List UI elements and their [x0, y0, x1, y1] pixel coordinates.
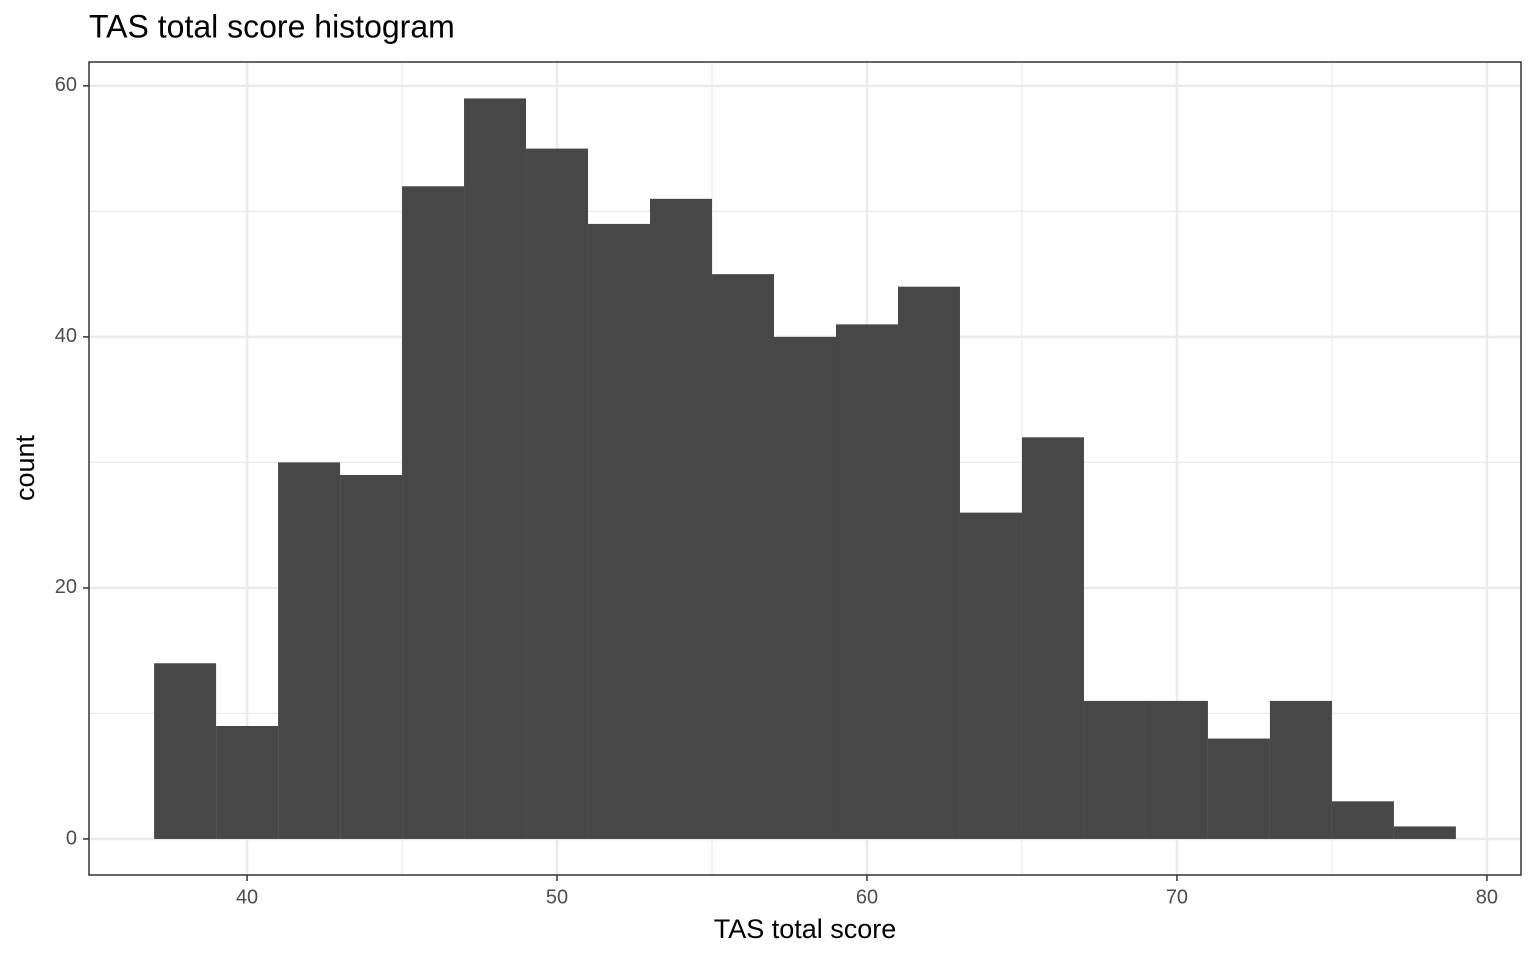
y-axis-label: count: [10, 434, 40, 501]
bar: [712, 274, 775, 839]
bar: [1145, 700, 1208, 839]
bar: [1021, 437, 1084, 839]
bar: [774, 336, 836, 839]
x-tick-label: 70: [1166, 886, 1188, 908]
y-tick-label: 40: [55, 325, 77, 347]
x-tick-label: 80: [1476, 886, 1498, 908]
bar: [959, 512, 1022, 839]
y-tick-label: 0: [66, 827, 77, 849]
y-tick-label: 60: [55, 74, 77, 96]
bar: [402, 186, 465, 839]
bar: [464, 98, 527, 839]
chart-title: TAS total score histogram: [89, 8, 455, 44]
bar: [897, 286, 960, 839]
bar: [1207, 738, 1270, 839]
bar: [650, 198, 713, 839]
x-tick-label: 40: [236, 886, 258, 908]
x-tick-label: 50: [546, 886, 568, 908]
x-axis-label: TAS total score: [714, 914, 897, 944]
bar: [1331, 801, 1394, 839]
bar: [588, 223, 651, 839]
y-tick-label: 20: [55, 576, 77, 598]
bar: [278, 462, 341, 839]
bar: [526, 148, 589, 839]
bar: [154, 663, 217, 839]
bar: [835, 324, 898, 839]
bar: [340, 474, 403, 839]
bar: [1083, 700, 1146, 839]
bar: [1269, 700, 1332, 839]
bar: [216, 726, 279, 839]
panel-border: [88, 61, 1522, 876]
x-tick-label: 60: [856, 886, 878, 908]
bar: [1393, 826, 1456, 839]
